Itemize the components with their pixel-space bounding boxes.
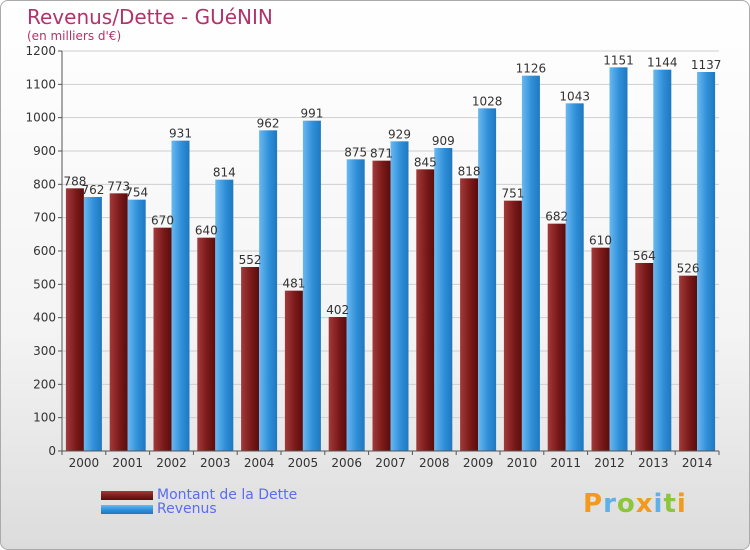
- y-tick-label: 200: [33, 377, 56, 391]
- data-label-revenue: 814: [213, 166, 236, 180]
- x-tick-label: 2008: [419, 456, 450, 470]
- data-label-revenue: 754: [125, 186, 148, 200]
- bar-debt: [284, 290, 303, 451]
- bar-revenue: [653, 69, 672, 452]
- bar-revenue: [434, 148, 453, 451]
- bar-revenue: [215, 179, 234, 451]
- data-label-revenue: 929: [388, 127, 411, 141]
- data-label-debt: 871: [370, 147, 393, 161]
- legend-label-debt: Montant de la Dette: [157, 487, 298, 503]
- x-tick-label: 2009: [463, 456, 494, 470]
- bar-revenue: [697, 72, 716, 451]
- data-label-debt: 610: [589, 234, 612, 248]
- data-label-revenue: 991: [300, 107, 323, 121]
- y-tick-label: 1100: [25, 77, 56, 91]
- x-tick-label: 2013: [638, 456, 669, 470]
- x-tick-label: 2014: [682, 456, 713, 470]
- legend-label-revenue: Revenus: [157, 501, 217, 517]
- data-label-revenue: 1137: [691, 58, 722, 72]
- data-label-debt: 788: [63, 174, 86, 188]
- bar-revenue: [127, 199, 146, 451]
- y-tick-label: 0: [48, 444, 56, 458]
- bar-revenue: [171, 140, 190, 451]
- data-label-revenue: 962: [257, 116, 280, 130]
- bar-revenue: [259, 130, 278, 452]
- x-tick-label: 2000: [69, 456, 100, 470]
- bar-revenue: [346, 159, 365, 452]
- bar-debt: [547, 223, 566, 451]
- y-tick-label: 1200: [25, 44, 56, 58]
- x-tick-label: 2001: [112, 456, 143, 470]
- x-tick-label: 2011: [550, 456, 581, 470]
- bar-revenue: [565, 103, 584, 451]
- data-label-revenue: 762: [81, 183, 104, 197]
- y-tick-label: 700: [33, 211, 56, 225]
- data-label-debt: 670: [151, 214, 174, 228]
- bar-debt: [109, 193, 128, 452]
- legend-item-debt: Montant de la Dette: [101, 487, 297, 503]
- data-label-debt: 818: [458, 164, 481, 178]
- data-label-debt: 402: [326, 303, 349, 317]
- chart-title: Revenus/Dette - GUéNIN: [27, 5, 273, 29]
- x-tick-label: 2007: [375, 456, 406, 470]
- bar-revenue: [478, 108, 497, 451]
- data-label-debt: 751: [501, 187, 524, 201]
- data-label-debt: 682: [545, 210, 568, 224]
- data-label-debt: 552: [239, 253, 262, 267]
- legend-swatch-debt: [101, 490, 153, 500]
- bar-revenue: [390, 141, 409, 452]
- x-tick-label: 2012: [594, 456, 625, 470]
- y-tick-label: 400: [33, 311, 56, 325]
- y-tick-label: 1000: [25, 111, 56, 125]
- y-tick-label: 500: [33, 277, 56, 291]
- bar-debt: [679, 275, 698, 451]
- bar-debt: [153, 227, 172, 451]
- x-tick-label: 2006: [331, 456, 362, 470]
- x-tick-label: 2010: [507, 456, 538, 470]
- data-label-debt: 526: [677, 262, 700, 276]
- bar-debt: [372, 160, 391, 451]
- bar-debt: [416, 169, 435, 452]
- bar-revenue: [521, 75, 540, 452]
- bar-revenue: [83, 197, 102, 451]
- data-label-revenue: 909: [432, 134, 455, 148]
- y-tick-label: 600: [33, 244, 56, 258]
- data-label-revenue: 875: [344, 145, 367, 159]
- y-tick-label: 300: [33, 344, 56, 358]
- data-label-revenue: 1028: [472, 94, 503, 108]
- y-tick-label: 800: [33, 177, 56, 191]
- data-label-revenue: 1126: [516, 62, 547, 76]
- data-label-debt: 564: [633, 249, 656, 263]
- bar-debt: [591, 247, 610, 451]
- proxiti-logo: Proxiti: [583, 489, 687, 519]
- x-tick-label: 2004: [244, 456, 275, 470]
- data-label-revenue: 1144: [647, 56, 678, 70]
- data-label-debt: 845: [414, 155, 437, 169]
- legend-item-revenue: Revenus: [101, 501, 217, 517]
- bar-debt: [241, 267, 260, 451]
- bar-debt: [197, 237, 216, 451]
- data-label-debt: 640: [195, 224, 218, 238]
- bar-debt: [328, 317, 347, 451]
- data-label-debt: 773: [107, 179, 130, 193]
- bar-revenue: [302, 120, 321, 452]
- data-label-debt: 481: [282, 277, 305, 291]
- bar-debt: [635, 263, 654, 451]
- x-tick-label: 2005: [288, 456, 319, 470]
- y-tick-label: 100: [33, 411, 56, 425]
- x-tick-label: 2002: [156, 456, 187, 470]
- data-label-revenue: 1043: [559, 89, 590, 103]
- legend-swatch-revenue: [101, 504, 153, 514]
- bar-debt: [460, 178, 479, 452]
- bar-debt: [65, 188, 84, 452]
- x-tick-label: 2003: [200, 456, 231, 470]
- bar-debt: [503, 200, 522, 451]
- chart-subtitle: (en milliers d'€): [27, 29, 122, 43]
- data-label-revenue: 1151: [603, 53, 634, 67]
- bar-revenue: [609, 67, 628, 451]
- data-label-revenue: 931: [169, 127, 192, 141]
- y-tick-label: 900: [33, 144, 56, 158]
